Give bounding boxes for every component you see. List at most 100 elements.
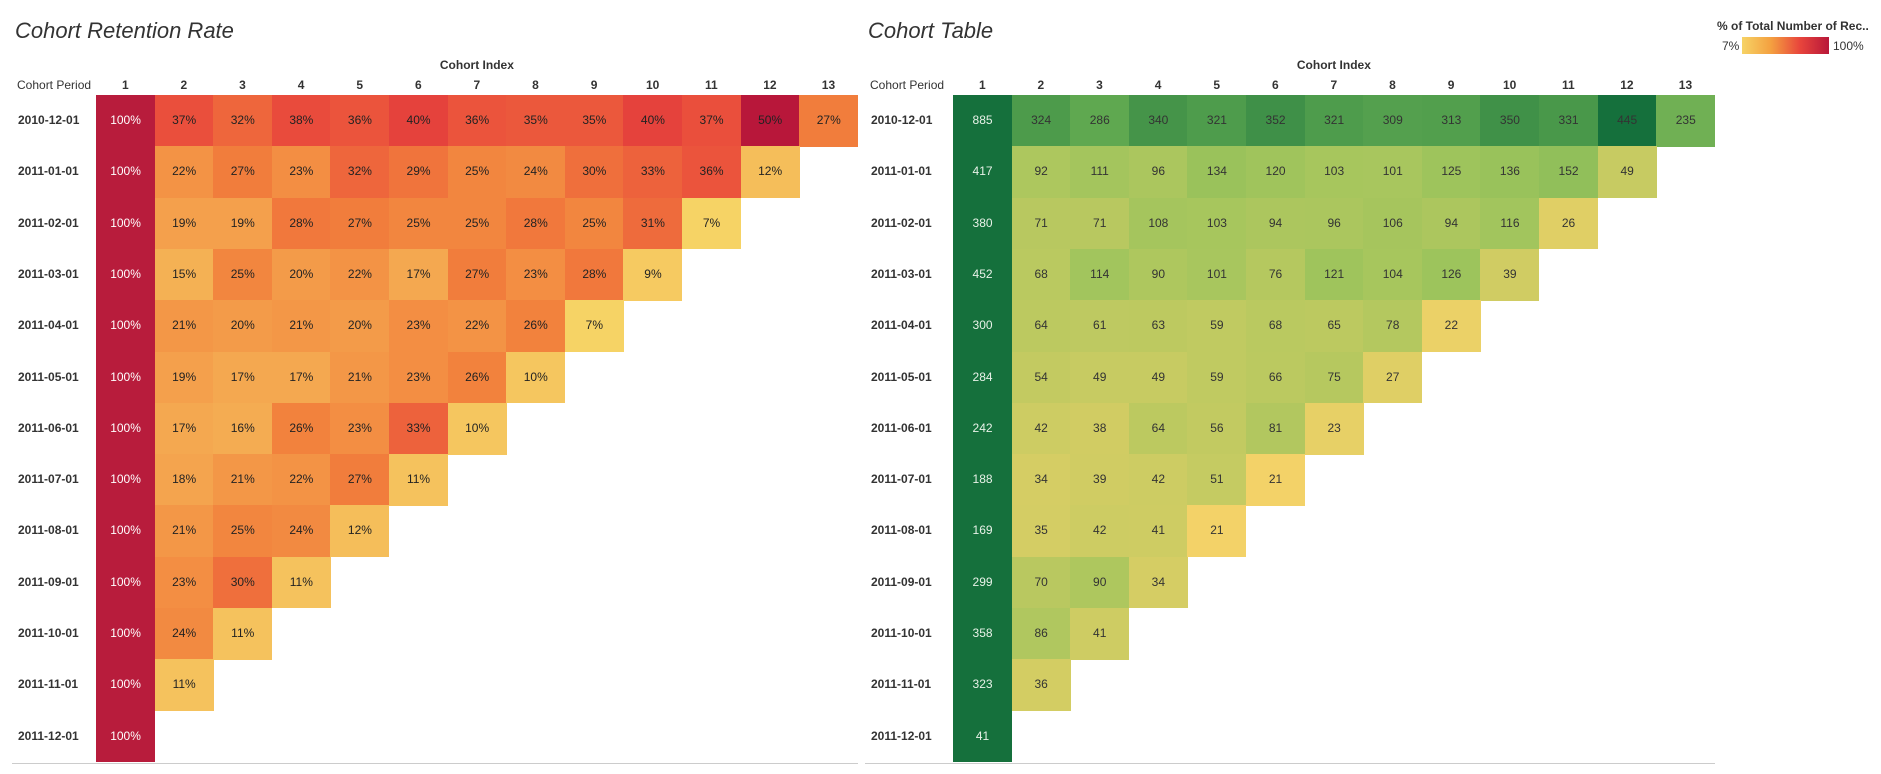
heatmap-cell: 235 [1656, 95, 1716, 147]
heatmap-cell: 22% [154, 146, 214, 199]
heatmap-cell: 21% [330, 351, 390, 404]
heatmap-cell: 100% [96, 95, 156, 147]
heatmap-cell: 309 [1363, 95, 1423, 147]
baseline-rule [12, 762, 858, 764]
heatmap-cell: 23 [1304, 402, 1364, 455]
heatmap-cell: 445 [1597, 95, 1657, 147]
column-label: 1 [121, 78, 129, 92]
heatmap-cell: 12% [740, 146, 800, 199]
row-label: 2011-06-01 [18, 420, 79, 435]
heatmap-cell: 340 [1128, 95, 1188, 147]
row-label: 2011-12-01 [18, 728, 79, 743]
heatmap-cell: 152 [1539, 146, 1599, 199]
heatmap-cell: 23% [506, 248, 566, 301]
heatmap-cell: 39 [1480, 248, 1540, 301]
heatmap-cell: 49 [1597, 146, 1657, 199]
column-label: 5 [356, 78, 364, 92]
heatmap-cell: 11% [154, 659, 214, 712]
heatmap-cell: 22% [271, 454, 331, 506]
heatmap-cell: 38 [1070, 402, 1130, 455]
heatmap-cell: 23% [154, 556, 214, 609]
heatmap-cell: 12% [330, 505, 390, 558]
heatmap-cell: 321 [1187, 95, 1247, 147]
heatmap-cell: 111 [1070, 146, 1130, 199]
heatmap-cell: 36% [330, 95, 390, 147]
heatmap-cell: 18% [154, 454, 214, 506]
heatmap-cell: 9% [623, 248, 683, 301]
row-label: 2011-02-01 [871, 215, 932, 230]
heatmap-cell: 21% [213, 454, 273, 506]
heatmap-cell: 59 [1187, 351, 1247, 404]
heatmap-cell: 75 [1304, 351, 1364, 404]
heatmap-cell: 27% [799, 95, 859, 147]
heatmap-cell: 17% [389, 248, 449, 301]
heatmap-cell: 352 [1246, 95, 1306, 147]
heatmap-cell: 54 [1011, 351, 1071, 404]
heatmap-cell: 36 [1011, 659, 1071, 712]
heatmap-cell: 25% [447, 197, 507, 250]
heatmap-cell: 86 [1011, 608, 1071, 660]
heatmap-cell: 24% [271, 505, 331, 558]
row-label: 2011-06-01 [871, 420, 932, 435]
heatmap-cell: 81 [1246, 402, 1306, 455]
heatmap-cell: 286 [1070, 95, 1130, 147]
row-label: 2011-02-01 [18, 215, 79, 230]
heatmap-cell: 20% [271, 248, 331, 301]
heatmap-cell: 94 [1246, 197, 1306, 250]
heatmap-cell: 49 [1070, 351, 1130, 404]
column-label: 11 [1561, 78, 1575, 92]
heatmap-cell: 37% [682, 95, 742, 147]
row-label: 2011-01-01 [18, 164, 79, 179]
row-label: 2011-03-01 [871, 266, 932, 281]
heatmap-cell: 90 [1070, 556, 1130, 609]
row-label: 2011-12-01 [871, 728, 932, 743]
heatmap-cell: 358 [953, 608, 1013, 660]
heatmap-cell: 19% [154, 197, 214, 250]
row-label: 2011-09-01 [871, 574, 932, 589]
row-label: 2011-08-01 [871, 523, 932, 538]
heatmap-cell: 100% [96, 146, 156, 199]
row-label: 2011-10-01 [18, 626, 79, 640]
heatmap-cell: 28% [271, 197, 331, 250]
heatmap-cell: 33% [389, 402, 449, 455]
heatmap-cell: 417 [953, 146, 1013, 199]
heatmap-cell: 380 [953, 197, 1013, 250]
heatmap-cell: 41 [1070, 608, 1130, 660]
heatmap-cell: 24% [506, 146, 566, 199]
row-header-title: Cohort Period [870, 78, 945, 92]
column-label: 13 [821, 78, 836, 92]
heatmap-cell: 28% [506, 197, 566, 250]
heatmap-cell: 19% [213, 197, 273, 250]
heatmap-cell: 100% [96, 710, 156, 763]
heatmap-cell: 321 [1304, 95, 1364, 147]
heatmap-cell: 324 [1011, 95, 1071, 147]
column-label: 6 [414, 78, 422, 92]
heatmap-cell: 29% [389, 146, 449, 199]
heatmap-cell: 10% [447, 402, 507, 455]
heatmap-cell: 300 [953, 300, 1013, 352]
heatmap-cell: 68 [1011, 248, 1071, 301]
heatmap-cell: 41 [1128, 505, 1188, 558]
row-label: 2010-12-01 [18, 113, 80, 127]
heatmap-cell: 169 [953, 505, 1013, 558]
heatmap-cell: 114 [1070, 248, 1130, 301]
heatmap-cell: 26% [271, 402, 331, 455]
legend-min-label: 7% [1722, 39, 1740, 53]
heatmap-cell: 101 [1363, 146, 1423, 199]
heatmap-cell: 68 [1246, 300, 1306, 352]
heatmap-cell: 71 [1070, 197, 1130, 250]
heatmap-cell: 66 [1246, 351, 1306, 404]
heatmap-cell: 22 [1421, 300, 1481, 352]
heatmap-cell: 100% [96, 659, 156, 712]
row-label: 2011-08-01 [18, 523, 79, 538]
heatmap-cell: 25% [447, 146, 507, 199]
heatmap-cell: 11% [271, 556, 331, 609]
heatmap-cell: 100% [96, 197, 156, 250]
heatmap-cell: 108 [1128, 197, 1188, 250]
heatmap-cell: 452 [953, 248, 1013, 301]
heatmap-cell: 885 [953, 95, 1013, 147]
heatmap-cell: 63 [1128, 300, 1188, 352]
heatmap-cell: 7% [564, 300, 624, 352]
heatmap-cell: 64 [1128, 402, 1188, 455]
heatmap-cell: 27 [1363, 351, 1423, 404]
